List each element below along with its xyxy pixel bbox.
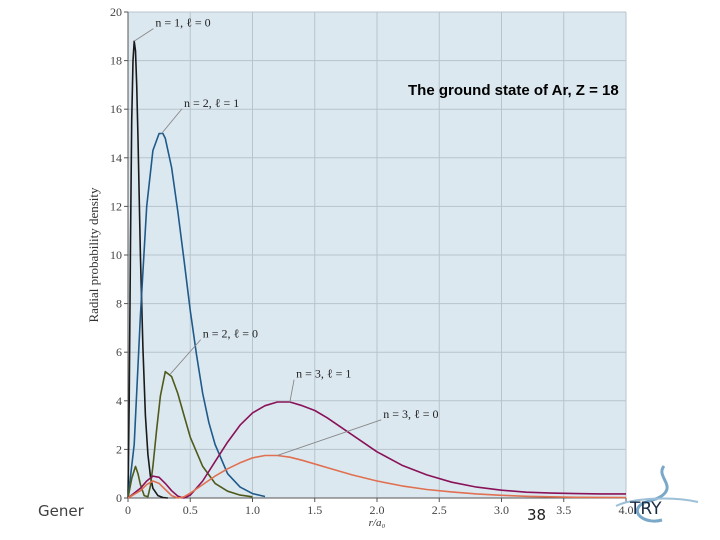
annotation-label-3: n = 2, ℓ = 0	[203, 327, 258, 341]
series-annotations: n = 1, ℓ = 0 n = 2, ℓ = 1 n = 2, ℓ = 0 n = …	[133, 16, 439, 456]
y-tick-label: 4	[116, 394, 122, 408]
chemistry-logo: TRY	[615, 465, 699, 523]
annotation-leader-2	[161, 108, 183, 134]
y-tick-label: 2	[116, 442, 122, 456]
x-tick-label: 3.0	[494, 503, 509, 517]
axes	[127, 12, 626, 499]
annotation-label-5: n = 3, ℓ = 0	[383, 407, 438, 421]
series-line-4	[127, 401, 626, 499]
y-tick-label: 14	[110, 151, 122, 165]
footer-text: Gener	[38, 502, 84, 520]
y-tick-label: 6	[116, 345, 122, 359]
y-tick-labels: 0 2 4 6 8 10 12 14 16 18 20	[110, 5, 122, 505]
logo-swirl-icon	[635, 465, 669, 523]
logo-arc-icon	[615, 497, 699, 507]
annotation-leader-1	[133, 28, 154, 42]
annotation-leader-3	[169, 339, 202, 375]
y-tick-label: 10	[110, 248, 122, 262]
y-tick-label: 18	[110, 54, 122, 68]
series-line-5	[127, 454, 627, 499]
y-tick-label: 16	[110, 102, 122, 116]
x-tick-label: 4.0	[619, 503, 634, 517]
logo-text: TRY	[629, 499, 662, 519]
x-tick-label: 3.5	[556, 503, 571, 517]
annotation-label-1: n = 1, ℓ = 0	[155, 16, 210, 30]
x-tick-label: 0.5	[183, 503, 198, 517]
x-tick-label: 1.5	[307, 503, 322, 517]
series-line-3	[127, 370, 253, 499]
chart-title: The ground state of Ar, Z = 18	[408, 82, 619, 99]
y-tick-label: 12	[110, 199, 122, 213]
annotation-leader-4	[289, 379, 295, 403]
series-line-1	[127, 40, 168, 499]
grid-lines	[124, 11, 627, 502]
x-tick-label: 2.0	[370, 503, 385, 517]
series-lines	[127, 40, 627, 499]
series-line-2	[127, 132, 266, 499]
x-tick-label: 0	[125, 503, 131, 517]
x-tick-label: 2.5	[432, 503, 447, 517]
annotation-label-2: n = 2, ℓ = 1	[184, 96, 239, 110]
x-tick-label: 1.0	[245, 503, 260, 517]
y-tick-label: 8	[116, 297, 122, 311]
y-axis-label: Radial probability density	[86, 187, 101, 323]
annotation-leader-5	[277, 419, 382, 456]
annotation-label-4: n = 3, ℓ = 1	[296, 367, 351, 381]
page-number: 38	[523, 506, 551, 524]
y-tick-label: 0	[116, 491, 122, 505]
y-tick-label: 20	[110, 5, 122, 19]
x-axis-label: r/a₀	[369, 517, 386, 529]
x-tick-labels: 0 0.5 1.0 1.5 2.0 2.5 3.0 3.5 4.0	[125, 503, 634, 517]
